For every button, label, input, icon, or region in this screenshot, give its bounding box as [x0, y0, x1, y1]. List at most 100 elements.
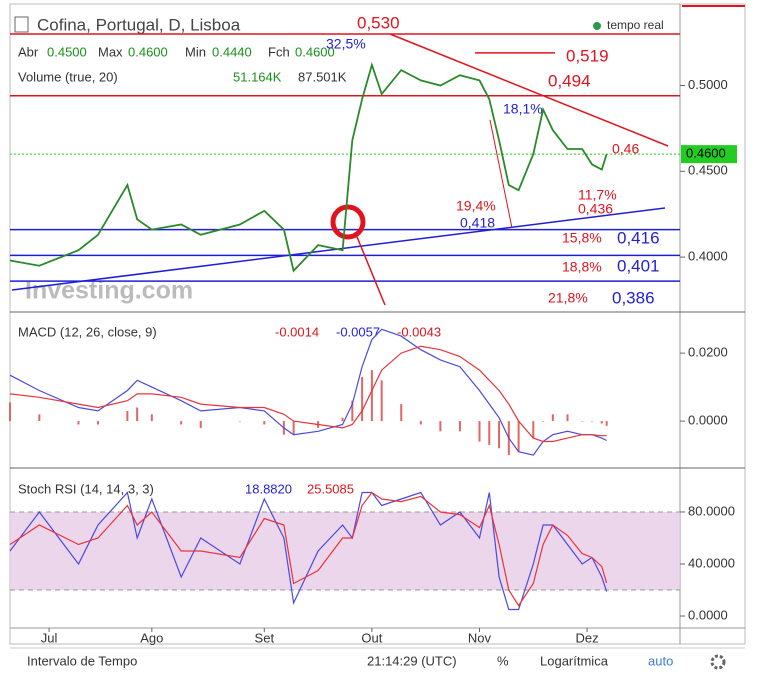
histogram-bar	[292, 421, 295, 435]
last-price-box	[681, 145, 737, 164]
volume-value: 51.164K	[233, 69, 282, 84]
live-label: tempo real	[607, 18, 664, 32]
band	[10, 511, 680, 591]
histogram-bar	[605, 421, 608, 426]
stoch-title: Stoch RSI (14, 14, 3, 3)	[18, 481, 154, 496]
trend-line	[489, 119, 513, 229]
stat-label: Fch	[268, 44, 290, 59]
annotation: 0,436	[578, 201, 613, 217]
footer-auto[interactable]: auto	[648, 653, 673, 668]
histogram-bar	[581, 421, 584, 422]
annotation: 0,418	[460, 215, 495, 231]
x-tick-label: Out	[361, 630, 382, 645]
histogram-bar	[180, 421, 183, 425]
footer-percent[interactable]: %	[497, 653, 509, 668]
histogram-bar	[97, 421, 100, 425]
histogram-bar	[488, 421, 491, 445]
histogram-bar	[9, 402, 11, 422]
footer-interval[interactable]: Intervalo de Tempo	[27, 653, 137, 668]
icon[interactable]	[14, 16, 29, 33]
histogram-bar	[566, 414, 569, 422]
trend-line	[389, 33, 669, 147]
histogram-bar	[498, 421, 501, 449]
histogram-bar	[532, 421, 535, 439]
x-tick-label: Dez	[576, 630, 599, 645]
histogram-bar	[77, 421, 80, 425]
highlight-circle	[330, 204, 366, 240]
level-label: 0,416	[617, 228, 660, 247]
level-label: 0,401	[617, 256, 660, 275]
readout: -0.0014	[275, 324, 319, 339]
histogram-bar	[517, 421, 520, 452]
panel: 80.0000 40.0000 0.0000 Jul Ago Set Out Nov Dez 18…	[9, 481, 735, 645]
histogram-bar	[126, 410, 129, 422]
histogram-bar	[263, 421, 266, 425]
panel: 0.50000.45000.40000,5300,4940,5190,4160,…	[9, 13, 737, 307]
histogram-bar	[590, 421, 593, 422]
histogram-bar	[439, 421, 442, 432]
stat-value: 0.4600	[295, 44, 335, 59]
readout: -0.0043	[397, 324, 441, 339]
panel: 0.0200 0.0000 -0.0014 -0.0057 -0.0043	[9, 324, 728, 456]
histogram-bar	[542, 421, 545, 422]
stat-label: Max	[98, 44, 123, 59]
y-tick-label: 0.5000	[688, 77, 728, 92]
volume-value: 87.501K	[298, 69, 347, 84]
x-tick-label: Ago	[140, 630, 163, 645]
live-dot	[593, 22, 601, 30]
histogram-bar	[370, 370, 373, 422]
x-tick-label: Jul	[41, 630, 58, 645]
annotation: 21,8%	[548, 290, 588, 306]
histogram-bar	[400, 404, 403, 422]
level-label: 0,494	[548, 71, 591, 90]
trend-line	[354, 231, 386, 306]
footer-log[interactable]: Logarítmica	[540, 653, 609, 668]
histogram-bar	[341, 417, 344, 422]
histogram-bar	[136, 407, 139, 422]
annotation: 32,5%	[326, 36, 366, 52]
volume-title: Volume (true, 20)	[18, 69, 118, 84]
macd-title: MACD (12, 26, close, 9)	[18, 324, 157, 339]
series-line	[9, 491, 608, 611]
histogram-bar	[419, 421, 422, 425]
y-tick-label: 0.4000	[688, 249, 728, 264]
histogram-bar	[478, 421, 481, 442]
histogram-bar	[551, 414, 554, 422]
histogram-bar	[380, 380, 383, 422]
level-label: 0,530	[357, 13, 400, 32]
readout: 25.5085	[307, 481, 354, 496]
chart-frame	[9, 3, 746, 645]
y-tick-label: 0.0000	[688, 413, 728, 428]
stat-value: 0.4500	[47, 44, 87, 59]
stat-label: Min	[185, 44, 206, 59]
y-tick-label: 80.0000	[688, 503, 735, 518]
x-tick-label: Set	[255, 630, 275, 645]
series-line	[9, 491, 608, 607]
level-label: 0,386	[612, 288, 655, 307]
last-price-label: 0.4600	[686, 146, 726, 161]
readout: 18.8820	[245, 481, 292, 496]
annotation: 18,8%	[562, 259, 602, 275]
footer-time: 21:14:29 (UTC)	[367, 653, 457, 668]
stat-value: 0.4440	[212, 44, 252, 59]
annotation: 0,46	[612, 141, 639, 157]
stat-label: Abr	[18, 44, 39, 59]
y-tick-label: 0.0200	[688, 345, 728, 360]
y-tick-label: 0.4500	[688, 163, 728, 178]
settings-icon[interactable]	[710, 654, 726, 670]
chart-title: Cofina, Portugal, D, Lisboa	[37, 15, 241, 34]
histogram-bar	[238, 421, 241, 422]
annotation: 19,4%	[456, 198, 496, 214]
histogram-bar	[361, 376, 364, 422]
level-label: 0,519	[566, 46, 609, 65]
histogram-bar	[600, 421, 603, 424]
y-tick-label: 0.0000	[688, 607, 728, 622]
readout: -0.0057	[336, 324, 380, 339]
annotation: 18,1%	[503, 101, 543, 117]
series-line	[9, 328, 607, 456]
series-line	[9, 345, 607, 443]
annotation: 11,7%	[578, 187, 617, 203]
histogram-bar	[458, 421, 461, 432]
x-tick-label: Nov	[468, 630, 492, 645]
